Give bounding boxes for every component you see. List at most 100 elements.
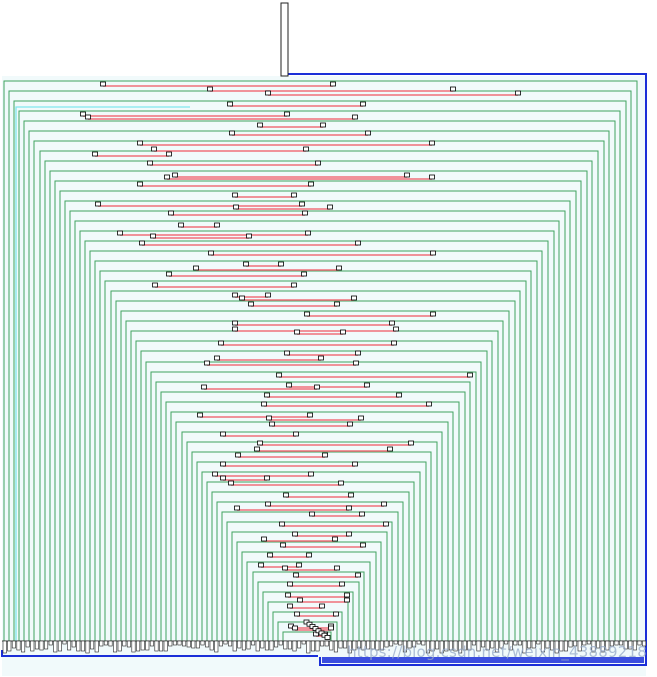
bottom-pin (642, 640, 647, 647)
pin-marker (333, 611, 339, 617)
bottom-pin (159, 640, 164, 652)
pin-marker (359, 511, 365, 517)
pin-marker (293, 572, 299, 578)
bottom-pin (255, 640, 260, 652)
green-wire (196, 461, 427, 641)
green-wire (28, 130, 610, 641)
bottom-pin (241, 640, 246, 651)
pin-marker (294, 329, 300, 335)
pin-marker (278, 261, 284, 267)
green-wire (18, 110, 621, 641)
green-wire (191, 451, 432, 641)
bottom-pin (352, 640, 357, 651)
pin-marker (150, 233, 156, 239)
pin-marker (166, 151, 172, 157)
bottom-pin (145, 640, 150, 651)
bottom-pin (586, 640, 591, 645)
pin-marker (208, 250, 214, 256)
pin-marker (80, 111, 86, 117)
green-wire (246, 561, 371, 641)
pin-marker (299, 201, 305, 207)
pin-marker (303, 146, 309, 152)
green-wire (94, 260, 538, 641)
blue-bus (288, 73, 647, 666)
pin-marker (193, 265, 199, 271)
pin-marker (204, 360, 210, 366)
bottom-pin (517, 640, 522, 646)
bottom-pin (504, 640, 509, 645)
pin-layer (80, 2, 521, 640)
bottom-pin (292, 640, 297, 652)
pin-marker (302, 210, 308, 216)
pin-marker (227, 101, 233, 107)
pin-marker (352, 114, 358, 120)
cyan-wire-layer (15, 106, 190, 641)
green-wire (150, 371, 477, 641)
bottom-pin (25, 640, 30, 648)
bottom-pin (476, 640, 481, 652)
bottom-pin (237, 640, 242, 649)
green-wire (272, 611, 343, 641)
pin-marker (214, 355, 220, 361)
bottom-pin (214, 640, 219, 653)
bottom-pin (582, 640, 587, 646)
pin-marker (426, 401, 432, 407)
green-wire (23, 120, 616, 641)
pin-marker (319, 603, 325, 609)
pin-marker (344, 597, 350, 603)
bottom-pin (136, 640, 141, 652)
pin-marker (293, 431, 299, 437)
bottom-pin (375, 640, 380, 651)
bottom-pin (228, 640, 233, 647)
pin-marker (280, 542, 286, 548)
bottom-pin (333, 640, 338, 653)
pin-marker (339, 581, 345, 587)
green-wire (155, 381, 471, 641)
bottom-pin (632, 640, 637, 651)
pin-marker (430, 250, 436, 256)
bottom-pin (278, 640, 283, 646)
pin-marker (346, 505, 352, 511)
pin-marker (220, 475, 226, 481)
bottom-pin (21, 640, 26, 653)
bottom-pin (53, 640, 58, 653)
bottom-pin (329, 640, 334, 651)
pin-marker (324, 635, 331, 640)
pin-marker (355, 240, 361, 246)
pin-marker (347, 421, 353, 427)
bottom-pin (113, 640, 118, 653)
bottom-pin (71, 640, 76, 648)
bottom-pin (48, 640, 53, 646)
pin-marker (233, 204, 239, 210)
bottom-pin (448, 640, 453, 651)
bottom-pin (412, 640, 417, 648)
blue-bus-layer (1, 73, 647, 666)
pin-marker (266, 415, 272, 421)
green-wire (79, 230, 555, 641)
pin-marker (355, 350, 361, 356)
bottom-pin (343, 640, 348, 649)
pin-marker (229, 130, 235, 136)
bottom-pin (246, 640, 251, 650)
pin-marker (332, 536, 338, 542)
pin-marker (292, 625, 298, 631)
pin-marker (338, 480, 344, 486)
green-wire (3, 80, 638, 641)
pin-marker (304, 311, 310, 317)
routing-region (2, 76, 646, 676)
pin-marker (348, 492, 354, 498)
pin-marker (387, 446, 393, 452)
bottom-pin (57, 640, 62, 652)
bottom-pin (513, 640, 518, 646)
pin-marker (360, 542, 366, 548)
pin-marker (318, 355, 324, 361)
pin-marker (296, 562, 302, 568)
green-wire (252, 571, 365, 641)
pin-marker (261, 536, 267, 542)
pin-marker (248, 301, 254, 307)
pin-marker (95, 201, 101, 207)
pin-marker (336, 265, 342, 271)
pin-marker (391, 340, 397, 346)
pin-marker (197, 412, 203, 418)
green-wire (186, 441, 438, 641)
